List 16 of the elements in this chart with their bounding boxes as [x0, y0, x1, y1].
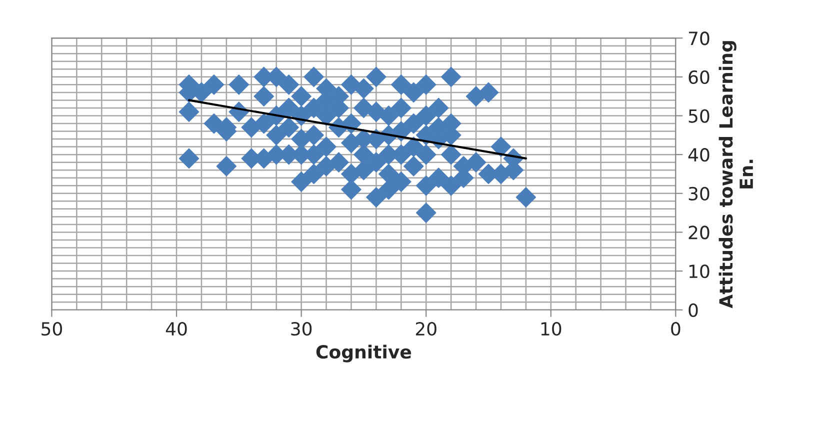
y-axis-title: Attitudes toward Learning En.: [718, 41, 753, 308]
x-tick-label: 40: [166, 322, 187, 336]
y-tick-label: 10: [689, 264, 710, 278]
y-tick-label: 70: [688, 32, 710, 46]
y-tick-label: 20: [688, 226, 710, 240]
y-tick-label: 0: [688, 303, 698, 317]
y-tick-label: 50: [688, 109, 710, 123]
x-tick-label: 10: [541, 322, 562, 336]
x-tick-label: 20: [416, 322, 436, 336]
x-tick-label: 50: [42, 322, 62, 336]
y-tick-label: 40: [688, 148, 710, 162]
y-tick-label: 30: [688, 186, 710, 201]
y-tick-label: 60: [688, 70, 710, 84]
x-axis-title: Cognitive: [316, 344, 412, 362]
x-tick-label: 0: [671, 322, 680, 336]
x-tick-label: 30: [291, 322, 312, 336]
